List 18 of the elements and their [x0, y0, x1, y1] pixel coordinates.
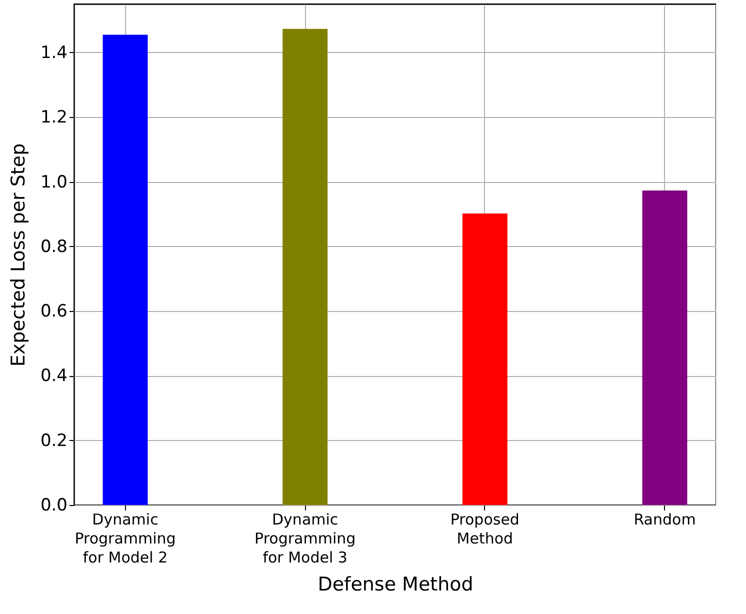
- y-tick-label: 0.0: [40, 496, 68, 516]
- y-tick-label: 1.0: [40, 172, 68, 192]
- y-axis-title: Expected Loss per Step: [7, 143, 30, 367]
- y-tick-label: 0.6: [40, 302, 68, 322]
- x-tick-label: Dynamic Programming for Model 3: [254, 510, 356, 566]
- bar: [642, 190, 688, 505]
- y-tick-label: 0.8: [40, 236, 68, 257]
- bar: [102, 34, 148, 505]
- x-tick-label: Proposed Method: [450, 510, 520, 548]
- x-axis-title: Defense Method: [318, 574, 474, 596]
- bar: [462, 213, 508, 505]
- y-tick-label: 0.2: [40, 430, 68, 451]
- x-tick-label: Random: [634, 510, 696, 528]
- y-tick-label: 1.4: [40, 42, 68, 63]
- x-tick-label: Dynamic Programming for Model 2: [74, 510, 176, 566]
- y-tick-label: 0.4: [40, 366, 68, 386]
- bar: [282, 28, 328, 505]
- y-tick-label: 1.2: [40, 108, 68, 128]
